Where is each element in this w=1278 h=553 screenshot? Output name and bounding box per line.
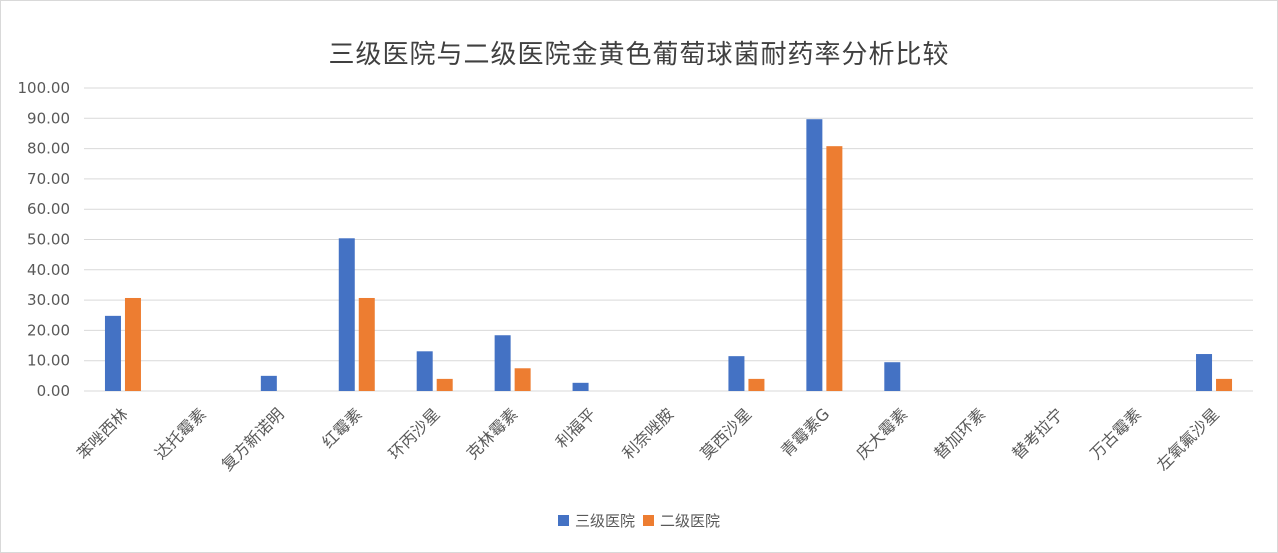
y-tick-label: 40.00 — [27, 261, 70, 279]
y-tick-label: 10.00 — [27, 352, 70, 370]
bar-secondary — [358, 297, 375, 391]
x-category-label: 替加环素 — [930, 404, 989, 463]
y-tick-label: 30.00 — [27, 291, 70, 309]
chart-title: 三级医院与二级医院金黄色葡萄球菌耐药率分析比较 — [328, 40, 950, 70]
legend-swatch-secondary — [643, 515, 654, 526]
bar-tertiary — [884, 362, 901, 391]
x-category-label: 苯唑西林 — [73, 404, 132, 463]
bar-tertiary — [728, 356, 745, 391]
y-tick-label: 70.00 — [27, 170, 70, 188]
legend-label-tertiary: 三级医院 — [574, 512, 635, 530]
bar-secondary — [826, 146, 843, 391]
x-category-label: 莫西沙星 — [697, 404, 756, 463]
x-category-label: 左氧氟沙星 — [1153, 404, 1223, 474]
bar-tertiary — [260, 375, 277, 391]
x-category-label: 庆大霉素 — [852, 404, 911, 463]
bar-secondary — [124, 297, 141, 391]
x-category-label: 利奈唑胺 — [619, 404, 678, 463]
y-tick-label: 100.00 — [18, 79, 71, 97]
bar-secondary — [748, 378, 765, 391]
y-tick-label: 50.00 — [27, 231, 70, 249]
bar-tertiary — [806, 119, 823, 392]
legend-swatch-tertiary — [557, 515, 569, 526]
y-tick-label: 60.00 — [27, 200, 70, 218]
bar-tertiary — [104, 315, 121, 391]
x-category-label: 环丙沙星 — [385, 404, 444, 463]
y-tick-label: 0.00 — [37, 382, 70, 400]
y-tick-label: 20.00 — [27, 321, 70, 339]
x-category-label: 复方新诺明 — [218, 404, 288, 474]
bar-secondary — [436, 378, 453, 391]
bar-tertiary — [338, 238, 355, 391]
bar-secondary — [514, 368, 531, 391]
y-tick-label: 80.00 — [27, 140, 70, 158]
x-category-label: 克林霉素 — [463, 404, 522, 463]
legend-label-secondary: 二级医院 — [660, 512, 721, 530]
bar-tertiary — [416, 351, 433, 391]
bar-tertiary — [572, 382, 589, 391]
legend: 三级医院 二级医院 — [0, 510, 1278, 531]
x-category-label: 青霉素G — [777, 404, 833, 460]
bar-secondary — [1216, 378, 1233, 391]
y-tick-label: 90.00 — [27, 109, 70, 127]
x-category-label: 红霉素 — [318, 404, 365, 451]
bar-tertiary — [1196, 354, 1213, 391]
x-category-label: 万古霉素 — [1086, 404, 1145, 463]
legend-item-tertiary: 三级医院 — [557, 510, 635, 531]
bar-tertiary — [494, 335, 511, 391]
x-category-label: 利福平 — [552, 404, 599, 451]
x-category-label: 替考拉宁 — [1008, 404, 1067, 463]
x-category-label: 达托霉素 — [151, 404, 210, 463]
legend-item-secondary: 二级医院 — [643, 510, 720, 531]
